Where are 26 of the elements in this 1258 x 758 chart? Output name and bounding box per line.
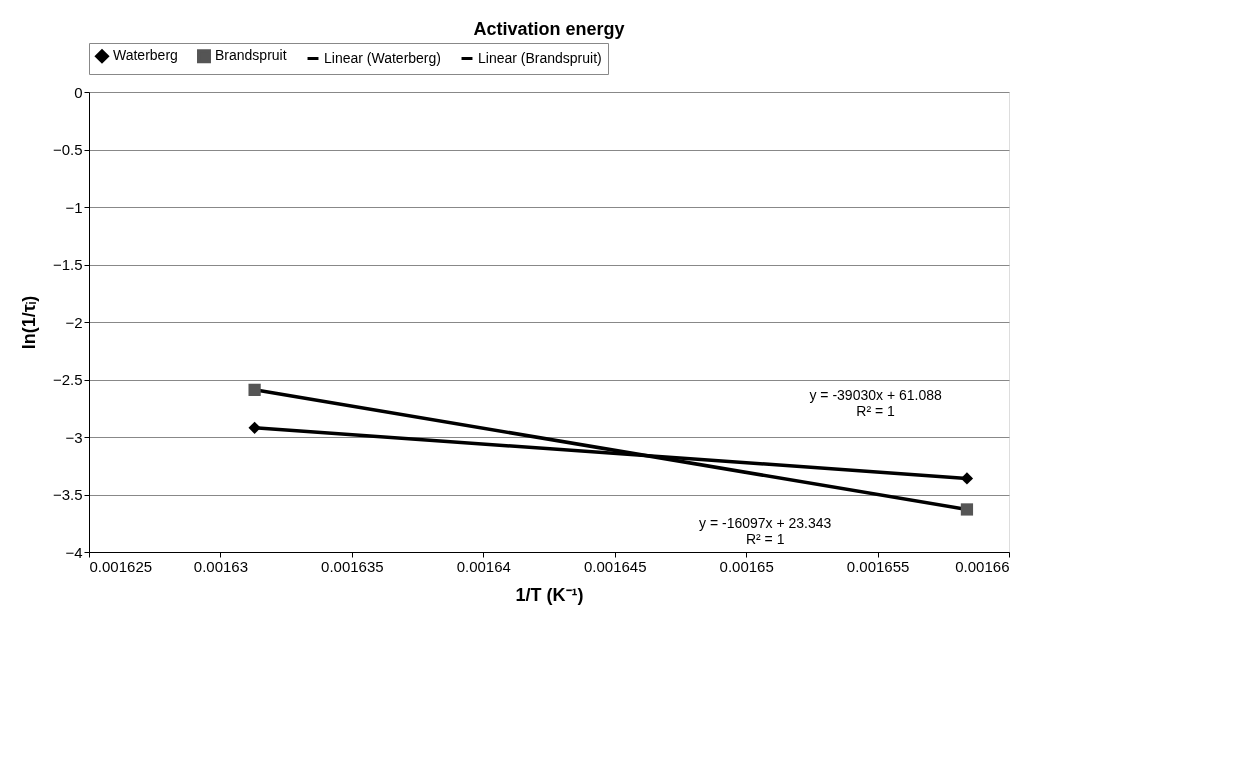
y-tick-label: 0 [74,83,83,101]
x-tick-label: 0.001635 [321,557,384,575]
y-tick-label: −4 [65,543,83,561]
y-tick-label: −3.5 [52,486,83,503]
x-tick-label: 0.00166 [955,557,1010,575]
x-tick-label: 0.001645 [583,557,647,575]
legend-label: Brandspruit [215,47,287,64]
annotation: y = -16097x + 23.343 R² = 1 [699,515,832,548]
x-tick-label: 0.001625 [89,557,153,575]
x-axis-title: 1/T (K⁻¹) [515,584,584,605]
chart-title: Activation energy [473,18,625,39]
x-tick-label: 0.00164 [456,557,511,575]
y-tick-label: −1 [65,198,83,216]
y-tick-label: −0.5 [52,141,83,158]
x-tick-label: 0.001655 [846,557,910,575]
y-tick-label: −1.5 [52,256,83,273]
x-tick-label: 0.00165 [719,557,774,575]
y-axis-title: ln(1/τᵢ) [18,295,39,350]
legend-label: Linear (Waterberg) [324,49,441,66]
x-tick-label: 0.00163 [193,557,249,575]
y-tick-label: −2.5 [52,371,83,388]
y-tick-label: −3 [65,428,83,446]
annotation: y = -39030x + 61.088 R² = 1 [809,386,942,419]
legend-label: Linear (Brandspruit) [478,49,602,66]
y-tick-label: −2 [65,313,83,331]
legend-label: Waterberg [113,47,178,64]
